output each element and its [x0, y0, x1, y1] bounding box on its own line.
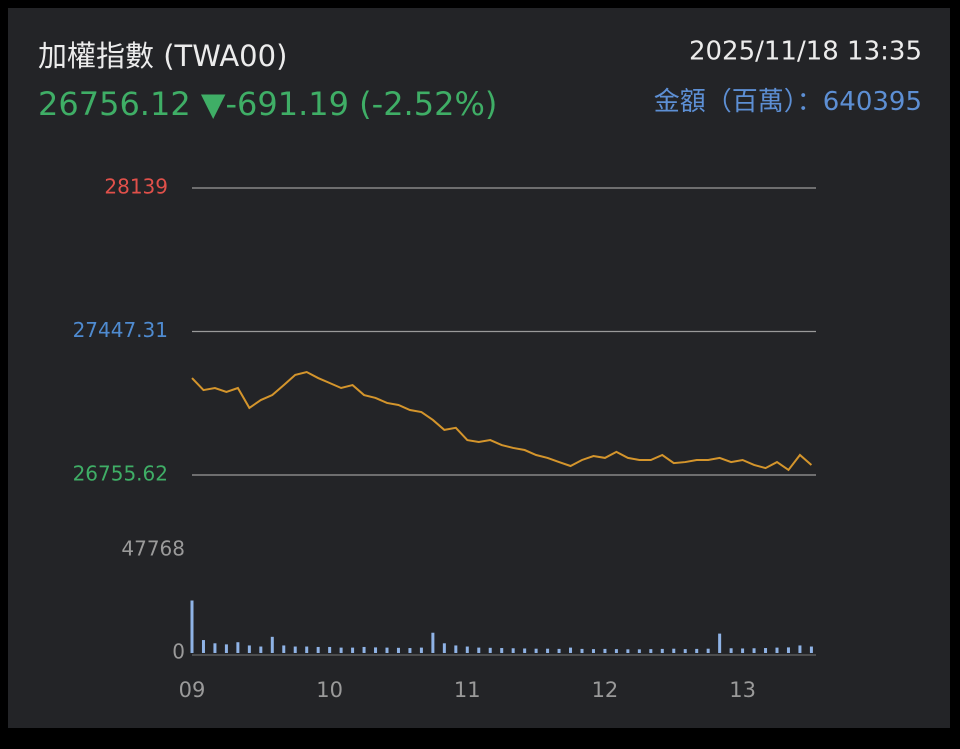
volume-bar	[270, 636, 274, 653]
volume-bar	[626, 649, 630, 653]
volume-bar	[534, 648, 538, 653]
volume-bar	[718, 633, 722, 653]
volume-bar	[374, 647, 378, 653]
volume-bar	[764, 648, 768, 653]
volume-bar	[672, 648, 676, 653]
volume-bar	[224, 644, 228, 653]
volume-bar	[454, 645, 458, 653]
volume-bar	[488, 647, 492, 653]
volume-bar	[557, 648, 561, 653]
volume-bar	[316, 646, 320, 653]
volume-bar	[729, 648, 733, 653]
volume-bar	[259, 646, 263, 653]
panel	[8, 8, 950, 728]
volume-bar	[282, 645, 286, 653]
volume-bar	[201, 640, 205, 653]
volume-bar	[351, 647, 355, 653]
volume-bar	[603, 648, 607, 653]
volume-bar	[511, 648, 515, 653]
volume-bar	[408, 648, 412, 653]
datetime: 2025/11/18 13:35	[689, 37, 922, 67]
volume-bar	[213, 643, 217, 653]
volume-bar	[431, 632, 435, 653]
volume-bar	[362, 646, 366, 653]
volume-bar	[798, 645, 802, 653]
x-tick-label: 09	[179, 678, 206, 702]
y-tick-label: 26755.62	[73, 462, 168, 486]
x-tick-label: 12	[592, 678, 619, 702]
volume-bar	[396, 647, 400, 653]
change: ▼-691.19	[201, 85, 349, 123]
x-tick-label: 10	[316, 678, 343, 702]
volume-bar	[649, 649, 653, 653]
volume-bar	[695, 648, 699, 653]
volume-bar	[706, 648, 710, 653]
volume-bar	[809, 646, 813, 653]
volume-bar	[786, 647, 790, 653]
volume-bar	[660, 648, 664, 653]
y-tick-label: 47768	[121, 537, 185, 561]
volume-bar	[477, 647, 481, 653]
y-tick-label: 28139	[104, 175, 168, 199]
amount-line: 金額（百萬）：640395	[654, 87, 922, 117]
volume-bar	[328, 646, 332, 653]
price: 26756.12	[38, 85, 191, 123]
volume-bar	[293, 646, 297, 653]
volume-bar	[569, 647, 573, 653]
percent: (-2.52%)	[359, 85, 497, 123]
volume-bar	[236, 642, 240, 653]
y-tick-label: 27447.31	[73, 318, 168, 342]
volume-bar	[591, 649, 595, 653]
volume-bar	[419, 647, 423, 653]
volume-bar	[683, 649, 687, 653]
volume-bar	[465, 646, 469, 653]
volume-bar	[500, 648, 504, 653]
volume-bar	[752, 648, 756, 653]
volume-bar	[247, 645, 251, 653]
x-tick-label: 11	[454, 678, 481, 702]
volume-bar	[305, 646, 309, 653]
volume-bar	[339, 647, 343, 653]
price-line: 26756.12 ▼-691.19 (-2.52%)	[38, 85, 497, 123]
y-tick-label: 0	[172, 640, 185, 664]
amount: 640395	[823, 87, 922, 117]
price-line	[191, 370, 813, 472]
volume-bar	[190, 600, 194, 653]
volume-bar	[523, 648, 527, 653]
volume-bar	[442, 643, 446, 653]
volume-bar	[385, 647, 389, 653]
volume-bar	[741, 648, 745, 653]
volume-bar	[614, 649, 618, 653]
amount-label: 金額（百萬）：	[654, 87, 823, 117]
volume-bar	[546, 648, 550, 653]
volume-bar	[580, 648, 584, 653]
volume-bar	[775, 647, 779, 653]
volume-bar	[637, 649, 641, 653]
title: 加權指數 (TWA00)	[38, 39, 287, 73]
x-tick-label: 13	[729, 678, 756, 702]
